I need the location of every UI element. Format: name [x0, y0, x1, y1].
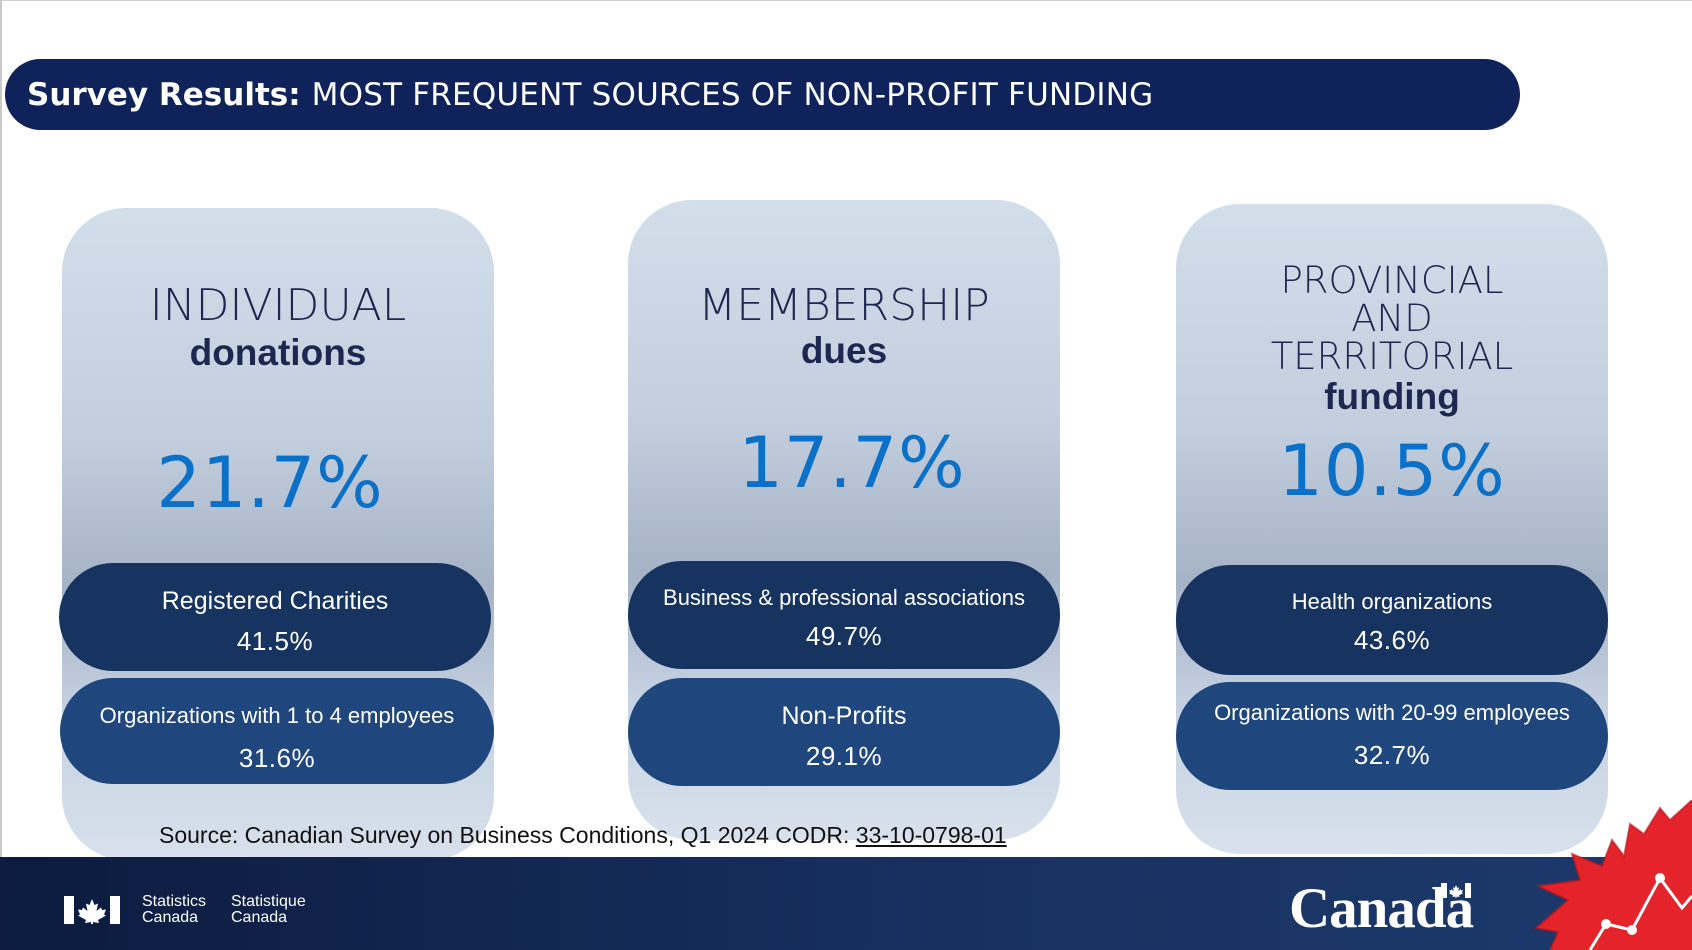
footer-bar: Statistics Canada Statistique Canada Can… [0, 857, 1692, 950]
top-border [0, 0, 1692, 4]
pill-label: Organizations with 1 to 4 employees [99, 703, 455, 728]
card-title: INDIVIDUAL [149, 280, 407, 331]
card-percent: 10.5% [1278, 430, 1506, 512]
canada-flag-icon [64, 896, 120, 924]
sc-en-line-1: Statistics [142, 893, 207, 910]
banner-label: Survey Results: [27, 76, 301, 113]
card-title-line-1: PROVINCIAL [1280, 259, 1504, 302]
statistique-canada-fr: Statistique Canada [231, 894, 306, 926]
card-percent: 17.7% [738, 422, 966, 504]
card-title-line-2: AND [1351, 297, 1433, 340]
pill-label: Registered Charities [161, 587, 389, 615]
pill-label: Non-Profits [781, 702, 907, 730]
source-text: Source: Canadian Survey on Business Cond… [159, 822, 769, 848]
pill-value: 32.7% [1353, 740, 1431, 770]
card-percent: 21.7% [156, 442, 384, 524]
pill-value: 41.5% [236, 626, 314, 656]
maple-leaf-icon [1533, 800, 1692, 950]
pill-non-profits: Non-Profits 29.1% [628, 678, 1060, 786]
pill-value: 49.7% [805, 621, 883, 651]
pill-health-organizations: Health organizations 43.6% [1176, 565, 1608, 675]
card-title-line-3: TERRITORIAL [1270, 335, 1514, 378]
pill-business-associations: Business & professional associations 49.… [628, 561, 1060, 669]
sc-en-line-2: Canada [142, 909, 199, 926]
banner-title: MOST FREQUENT SOURCES OF NON-PROFIT FUND… [311, 76, 1154, 113]
sc-fr-line-1: Statistique [231, 893, 306, 910]
pill-label: Health organizations [1291, 589, 1493, 614]
pill-value: 31.6% [238, 743, 316, 773]
left-border [0, 0, 2, 860]
pill-label: Organizations with 20-99 employees [1214, 700, 1570, 725]
codr-table-link[interactable]: 33-10-0798-01 [855, 822, 1007, 848]
statistics-canada-en: Statistics Canada [142, 894, 206, 926]
pill-organizations-1-4: Organizations with 1 to 4 employees 31.6… [60, 678, 494, 784]
card-subtitle: donations [189, 332, 367, 373]
pill-label: Business & professional associations [663, 585, 1025, 610]
canada-wordmark-flag-icon [1441, 883, 1471, 898]
pill-value: 29.1% [805, 741, 883, 771]
sc-fr-line-2: Canada [231, 909, 288, 926]
card-title: MEMBERSHIP [698, 280, 990, 331]
card-subtitle: dues [800, 330, 888, 371]
pill-organizations-20-99: Organizations with 20-99 employees 32.7% [1176, 682, 1608, 790]
codr-label: CODR: [775, 822, 850, 848]
pill-value: 43.6% [1353, 625, 1431, 655]
pill-registered-charities: Registered Charities 41.5% [59, 563, 491, 671]
card-subtitle: funding [1324, 376, 1460, 417]
title-banner: Survey Results: MOST FREQUENT SOURCES OF… [5, 59, 1520, 130]
source-citation: Source: Canadian Survey on Business Cond… [159, 822, 1007, 849]
